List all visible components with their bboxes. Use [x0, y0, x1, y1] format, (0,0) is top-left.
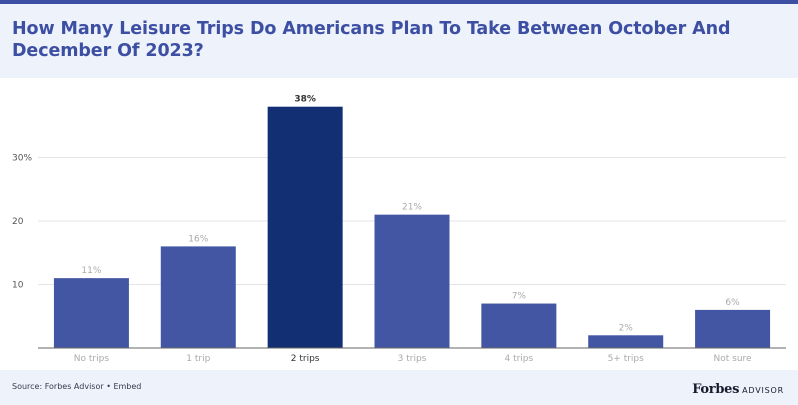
chart-title: How Many Leisure Trips Do Americans Plan… [12, 19, 731, 61]
y-tick-label: 10 [12, 281, 24, 291]
bar-value-label: 7% [512, 292, 527, 302]
bar-chart: 10 20 30% 11% 16% 38% 21% 7% 2% 6% No trips 1 tri… [12, 95, 786, 364]
bar-2-trips[interactable] [267, 106, 343, 348]
bar-3-trips[interactable] [374, 214, 450, 348]
chart-header: How Many Leisure Trips Do Americans Plan… [0, 4, 798, 78]
chart-area: 10 20 30% 11% 16% 38% 21% 7% 2% 6% No trips 1 tri… [0, 78, 798, 370]
x-axis-ticks: No trips 1 trip 2 trips 3 trips 4 trips 5+ tr… [74, 354, 752, 364]
bar-value-label: 11% [81, 266, 101, 276]
logo-subtitle: ADVISOR [742, 386, 784, 395]
x-tick-label: 5+ trips [608, 354, 645, 364]
x-tick-label: 2 trips [291, 354, 320, 364]
bars [53, 106, 771, 348]
bar-1-trip[interactable] [160, 246, 236, 348]
value-labels: 11% 16% 38% 21% 7% 2% 6% [81, 95, 740, 334]
bar-value-label: 2% [619, 323, 634, 333]
bar-value-label: 16% [188, 234, 208, 244]
forbes-advisor-logo: Forbes ADVISOR [692, 378, 784, 397]
bar-4-trips[interactable] [481, 303, 557, 348]
bar-value-label: 21% [402, 203, 422, 213]
chart-footer: Source: Forbes Advisor • Embed Forbes ADV… [0, 370, 798, 405]
y-tick-label: 20 [12, 217, 24, 227]
top-accent-bar [0, 0, 798, 4]
x-tick-label: 3 trips [398, 354, 427, 364]
bar-not-sure[interactable] [695, 309, 771, 348]
bar-value-label: 6% [725, 298, 740, 308]
x-tick-label: No trips [74, 354, 110, 364]
y-tick-label: 30% [12, 154, 32, 164]
bar-no-trips[interactable] [53, 278, 129, 348]
logo-wordmark: Forbes [692, 382, 740, 397]
y-axis-ticks: 10 20 30% [12, 154, 32, 291]
x-tick-label: 1 trip [186, 354, 210, 364]
source-link[interactable]: Source: Forbes Advisor • Embed [12, 382, 142, 391]
x-tick-label: 4 trips [504, 354, 533, 364]
x-tick-label: Not sure [714, 354, 753, 364]
bar-value-label: 38% [294, 95, 316, 105]
bar-5-trips[interactable] [588, 335, 664, 348]
